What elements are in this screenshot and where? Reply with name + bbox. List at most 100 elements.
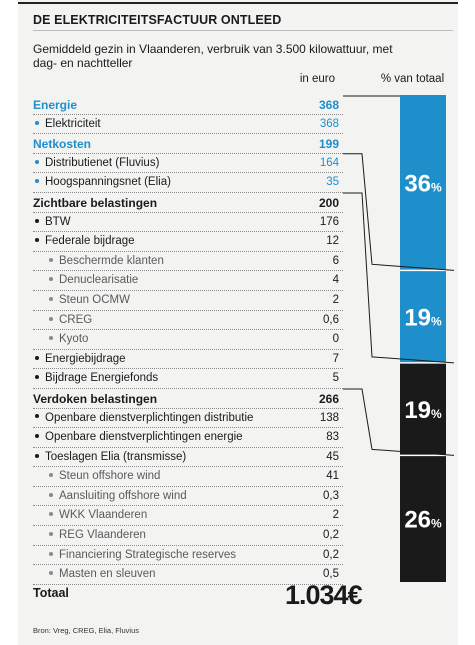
total-label: Totaal	[33, 586, 69, 600]
table-row: Openbare dienstverplichtingen distributi…	[33, 409, 343, 429]
percent-sign: %	[431, 407, 442, 421]
bar-segment	[400, 270, 446, 363]
row-label-text: Steun OCMW	[59, 293, 130, 306]
row-label: Hoogspanningsnet (Elia)	[33, 176, 171, 188]
row-label: Beschermde klanten	[49, 255, 164, 267]
row-value: 138	[319, 411, 339, 424]
row-value: 83	[326, 431, 339, 444]
row-value: 176	[319, 215, 339, 228]
row-value: 2	[332, 509, 339, 522]
row-label: Distributienet (Fluvius)	[33, 157, 159, 169]
bullet-icon	[35, 179, 39, 184]
cost-table: Energie 368 Elektriciteit 368 Netkosten 199 Di…	[33, 95, 343, 585]
row-label: WKK Vlaanderen	[49, 509, 147, 521]
source-note: Bron: Vreg, CREG, Elia, Fluvius	[33, 626, 140, 635]
row-label: Steun OCMW	[49, 294, 130, 306]
segment-percent-label: 19%	[404, 397, 442, 424]
top-rule	[18, 2, 458, 4]
table-row: Distributienet (Fluvius) 164	[33, 154, 343, 174]
row-label: Netkosten	[33, 137, 91, 151]
table-row: Energiebijdrage 7	[33, 350, 343, 370]
row-value: 41	[326, 470, 339, 483]
row-label: Toeslagen Elia (transmisse)	[33, 451, 186, 463]
percent-sign: %	[431, 181, 442, 195]
table-group-row: Verdoken belastingen 266	[33, 389, 343, 409]
percent-number: 36	[404, 171, 431, 198]
bullet-icon	[49, 296, 53, 301]
connector-line	[343, 192, 455, 364]
bullet-icon	[49, 316, 53, 321]
row-value: 6	[332, 254, 339, 267]
row-value: 0,6	[323, 313, 339, 326]
table-subrow: Denuclearisatie 4	[33, 271, 343, 291]
row-value: 7	[332, 352, 339, 365]
total-value: 1.034€	[285, 580, 363, 610]
row-label: Energiebijdrage	[33, 353, 126, 365]
percent-number: 19	[404, 305, 431, 332]
bullet-icon	[35, 120, 39, 125]
row-label-text: Distributienet (Fluvius)	[45, 156, 160, 169]
table-row: Hoogspanningsnet (Elia) 35	[33, 173, 343, 193]
row-label: Kyoto	[49, 333, 88, 345]
row-value: 0	[332, 333, 339, 346]
table-row: Elektriciteit 368	[33, 115, 343, 135]
row-label: Bijdrage Energiefonds	[33, 372, 158, 384]
row-value: 199	[318, 137, 339, 152]
column-header-euro: in euro	[299, 73, 335, 85]
row-label-text: Masten en sleuven	[59, 568, 156, 581]
bullet-icon	[49, 551, 53, 556]
row-label-text: Federale bijdrage	[45, 235, 135, 248]
table-subrow: Beschermde klanten 6	[33, 252, 343, 272]
row-value: 266	[318, 391, 339, 406]
bullet-icon	[35, 414, 39, 419]
percent-sign: %	[431, 315, 442, 329]
row-label-text: Openbare dienstverplichtingen distributi…	[45, 411, 254, 424]
row-label-text: Financiering Strategische reserves	[59, 548, 237, 561]
percent-number: 19	[404, 397, 431, 424]
table-subrow: Steun OCMW 2	[33, 291, 343, 311]
table-row: Federale bijdrage 12	[33, 232, 343, 252]
row-label: Denuclearisatie	[49, 274, 138, 286]
connector-line	[343, 153, 455, 271]
table-group-row: Zichtbare belastingen 200	[33, 193, 343, 213]
row-value: 0,3	[323, 489, 339, 502]
row-label: Federale bijdrage	[33, 235, 135, 247]
row-value: 368	[319, 117, 339, 130]
bullet-icon	[49, 257, 53, 262]
row-label: Financiering Strategische reserves	[49, 549, 236, 561]
row-label-text: Steun offshore wind	[59, 470, 161, 483]
table-subrow: Aansluiting offshore wind 0,3	[33, 487, 343, 507]
row-label-text: Netkosten	[33, 137, 92, 152]
table-subrow: WKK Vlaanderen 2	[33, 506, 343, 527]
bullet-icon	[35, 355, 39, 360]
row-label-text: Toeslagen Elia (transmisse)	[45, 450, 187, 463]
row-value: 4	[332, 274, 339, 287]
row-label: Masten en sleuven	[49, 568, 156, 580]
connector-line	[343, 388, 455, 456]
bullet-icon	[49, 336, 53, 341]
row-label-text: Zichtbare belastingen	[33, 195, 158, 210]
row-label: Openbare dienstverplichtingen energie	[33, 431, 243, 443]
row-value: 45	[326, 450, 339, 463]
table-subrow: Financiering Strategische reserves 0,2	[33, 546, 343, 566]
bullet-icon	[49, 512, 53, 517]
row-value: 0,5	[323, 568, 339, 581]
row-value: 12	[326, 235, 339, 248]
row-label: Steun offshore wind	[49, 470, 160, 482]
row-label-text: Openbare dienstverplichtingen energie	[45, 431, 243, 444]
bullet-icon	[35, 159, 39, 164]
bullet-icon	[35, 238, 39, 243]
table-group-row: Energie 368	[33, 95, 343, 115]
table-row: Toeslagen Elia (transmisse) 45	[33, 448, 343, 468]
row-label-text: Beschermde klanten	[59, 254, 164, 267]
row-label-text: Energiebijdrage	[45, 352, 126, 365]
table-subrow: Steun offshore wind 41	[33, 467, 343, 487]
bullet-icon	[49, 277, 53, 282]
bullet-icon	[35, 218, 39, 223]
row-label-text: WKK Vlaanderen	[59, 509, 148, 522]
table-subrow: REG Vlaanderen 0,2	[33, 526, 343, 546]
segment-percent-label: 26%	[404, 507, 442, 534]
percent-sign: %	[431, 517, 442, 531]
row-value: 35	[326, 176, 339, 189]
